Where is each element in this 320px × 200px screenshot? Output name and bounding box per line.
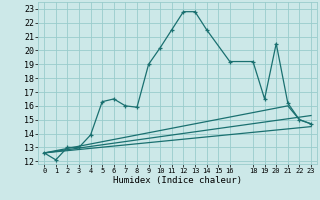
X-axis label: Humidex (Indice chaleur): Humidex (Indice chaleur) [113,176,242,185]
